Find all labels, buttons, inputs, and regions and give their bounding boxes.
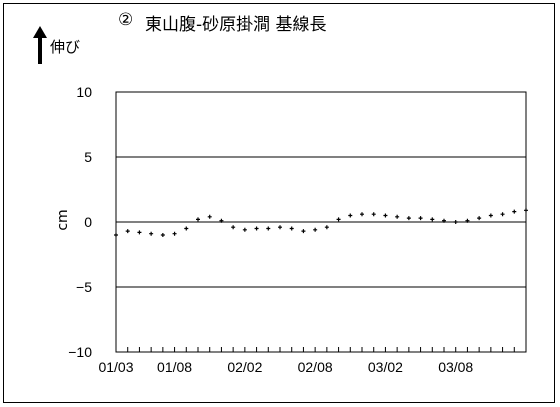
chart-frame (3, 3, 555, 403)
chart-number: ② (118, 10, 134, 30)
data-point (512, 209, 517, 214)
data-point (149, 231, 154, 236)
data-point (313, 227, 318, 232)
data-point (442, 218, 446, 223)
data-point (242, 227, 247, 232)
data-point (125, 229, 130, 234)
data-point (477, 216, 482, 221)
data-point (219, 218, 224, 223)
data-point (383, 213, 388, 218)
data-point (172, 231, 177, 236)
x-tick-label: 03/02 (368, 359, 403, 375)
data-point (254, 226, 259, 231)
data-point (488, 213, 493, 218)
data-point (301, 229, 306, 234)
data-point (266, 226, 271, 231)
data-point (278, 225, 282, 230)
up-arrow-icon (33, 26, 47, 64)
data-point (360, 212, 364, 217)
data-point (324, 225, 329, 230)
data-point (500, 212, 505, 217)
data-point (137, 230, 142, 235)
x-tick-label: 01/08 (157, 359, 192, 375)
y-tick-label: 0 (84, 214, 92, 230)
data-point (395, 214, 400, 219)
data-point (430, 217, 435, 222)
data-point (371, 212, 376, 217)
data-point (289, 226, 294, 231)
y-tick-label: −5 (76, 279, 92, 295)
y-tick-label: 10 (76, 84, 92, 100)
x-tick-label: 01/03 (98, 359, 133, 375)
data-point (348, 213, 353, 218)
data-point (418, 216, 423, 221)
data-point (524, 208, 528, 213)
x-tick-label: 02/08 (298, 359, 333, 375)
x-tick-label: 03/08 (438, 359, 473, 375)
data-point (207, 214, 212, 219)
data-point (160, 233, 165, 237)
data-point (406, 216, 411, 221)
data-point (231, 225, 236, 230)
data-point (114, 233, 118, 237)
data-point (184, 226, 189, 231)
direction-label: 伸び (50, 38, 81, 56)
x-tick-label: 02/02 (227, 359, 262, 375)
data-point (453, 220, 458, 224)
y-tick-label: 5 (84, 149, 92, 165)
y-tick-label: −10 (68, 344, 92, 360)
chart-title: 東山腹-砂原掛澗 基線長 (145, 15, 327, 35)
data-point (196, 217, 200, 222)
data-point (336, 217, 341, 222)
data-point (465, 218, 470, 223)
